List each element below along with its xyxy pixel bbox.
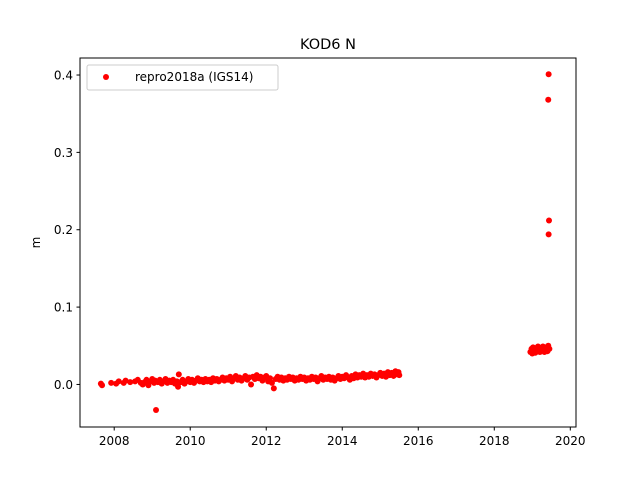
data-point-0-70 [248, 381, 255, 388]
data-point-0-7 [127, 379, 134, 386]
data-point-0-149 [396, 372, 403, 379]
data-point-0-81 [268, 379, 275, 386]
data-point-0-172 [545, 96, 552, 103]
data-point-0-31 [175, 383, 182, 390]
data-point-0-6 [122, 377, 129, 384]
y-tick-label-0: 0.0 [54, 378, 73, 392]
data-point-0-80 [267, 375, 274, 382]
legend-marker [103, 74, 109, 80]
plot-frame [79, 57, 577, 428]
y-axis-ticks: 0.0 0.1 0.2 0.3 0.4 [54, 69, 80, 392]
chart-title: KOD6 N [300, 37, 356, 53]
y-tick-label-2: 0.2 [54, 223, 73, 237]
x-tick-label-1: 2010 [175, 434, 206, 448]
data-point-0-32 [175, 371, 182, 378]
legend-label: repro2018a (IGS14) [135, 70, 253, 84]
x-tick-label-2: 2012 [251, 434, 282, 448]
data-point-0-171 [545, 71, 552, 78]
x-axis-ticks: 2008 2010 2012 2014 2016 2018 2020 [99, 427, 586, 448]
x-tick-label-4: 2016 [403, 434, 434, 448]
data-point-0-4 [115, 378, 122, 385]
data-point-0-82 [270, 385, 277, 392]
data-point-0-173 [546, 217, 553, 224]
x-tick-label-5: 2018 [479, 434, 510, 448]
x-tick-label-6: 2020 [555, 434, 586, 448]
x-tick-label-3: 2014 [327, 434, 358, 448]
x-tick-label-0: 2008 [99, 434, 130, 448]
y-tick-label-3: 0.3 [54, 146, 73, 160]
y-tick-label-4: 0.4 [54, 69, 73, 83]
legend-box [86, 64, 279, 91]
y-tick-label-1: 0.1 [54, 301, 73, 315]
data-point-0-1 [99, 382, 106, 389]
data-point-0-170 [546, 345, 553, 352]
data-point-0-2 [108, 379, 115, 386]
y-axis-label: m [29, 237, 43, 249]
data-point-0-174 [545, 231, 552, 238]
data-point-0-19 [153, 406, 160, 413]
legend: repro2018a (IGS14) [86, 64, 279, 91]
scatter-points [97, 71, 553, 413]
